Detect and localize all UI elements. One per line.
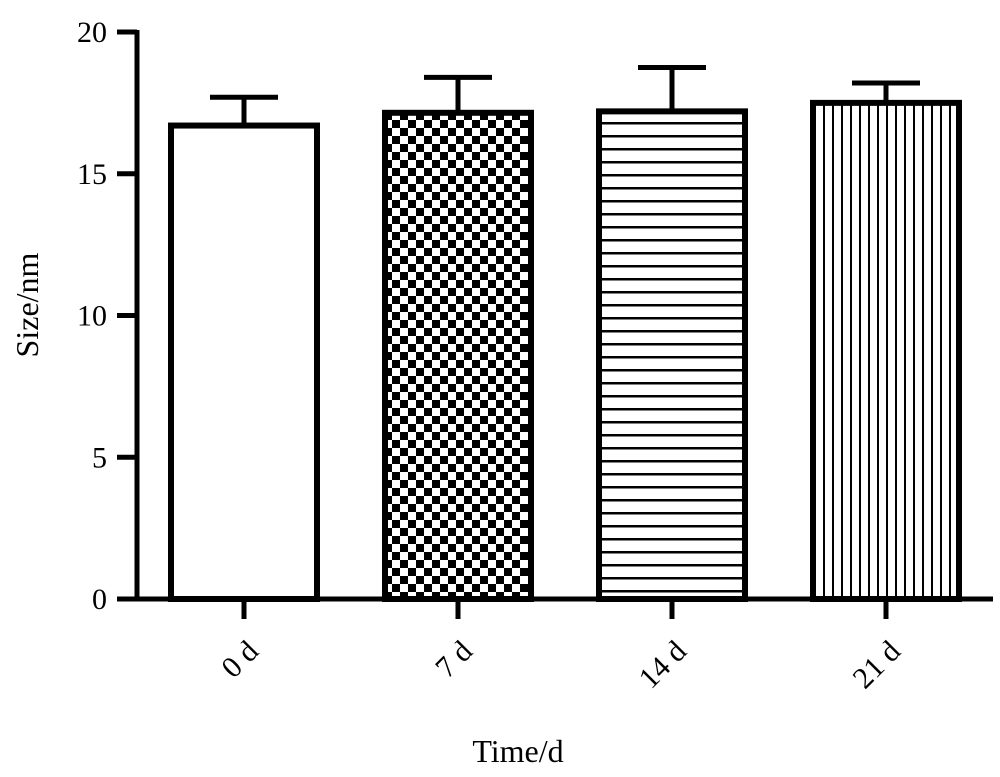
y-axis-title: Size/nm — [9, 252, 45, 357]
y-tick-label: 20 — [77, 16, 107, 49]
y-tick-label: 10 — [77, 300, 107, 333]
bar-21-d — [810, 99, 962, 602]
x-axis: 0 d 7 d 14 d 21 d — [135, 596, 993, 695]
y-tick-label: 15 — [77, 158, 107, 191]
bars — [168, 64, 962, 603]
x-tick-label: 0 d — [215, 635, 265, 685]
bar-7-d — [382, 109, 534, 603]
y-axis: 0 5 10 15 20 — [77, 16, 140, 616]
y-tick-label: 5 — [92, 441, 107, 474]
y-tick-label: 0 — [92, 583, 107, 616]
bar-0-d — [168, 122, 320, 603]
x-tick-label: 14 d — [632, 635, 692, 695]
x-axis-title: Time/d — [472, 733, 563, 769]
x-tick-label: 7 d — [429, 635, 479, 685]
x-tick-label: 21 d — [846, 635, 906, 695]
bar-14-d — [596, 108, 748, 602]
